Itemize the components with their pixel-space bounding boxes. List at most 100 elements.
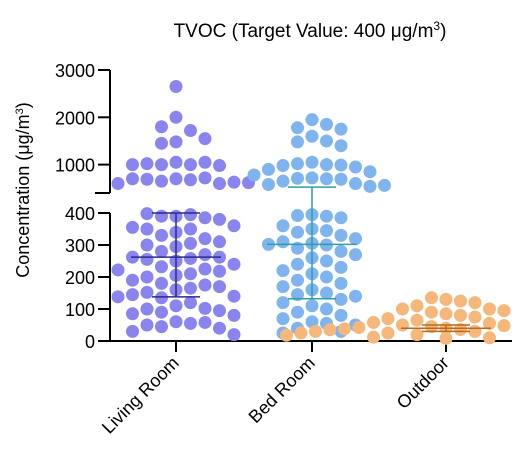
data-point-living-room <box>198 301 212 315</box>
data-point-living-room <box>184 296 197 310</box>
data-point-bed-room <box>349 160 362 174</box>
y-tick-label: 200 <box>65 268 95 288</box>
data-point-living-room <box>155 120 168 134</box>
y-tick-label: 100 <box>65 300 95 320</box>
y-tick-label: 300 <box>65 236 95 256</box>
data-point-outdoor <box>468 324 482 338</box>
data-point-bed-room <box>349 177 362 191</box>
data-point-living-room <box>198 211 212 225</box>
data-point-bed-room <box>334 244 348 258</box>
data-point-bed-room <box>320 158 333 172</box>
data-point-living-room <box>213 177 226 191</box>
y-axis-label-text: Concentration (μg/m <box>13 114 33 277</box>
data-point-living-room <box>155 320 168 334</box>
data-point-bed-room <box>276 174 290 188</box>
data-point-outdoor <box>410 328 424 342</box>
data-point-living-room <box>155 276 168 290</box>
data-point-living-room <box>227 328 241 342</box>
data-point-living-room <box>155 174 168 188</box>
y-tick-label: 3000 <box>55 61 95 81</box>
data-point-outdoor <box>367 315 380 329</box>
x-tick-label: Living Room <box>98 353 183 438</box>
data-point-living-room <box>227 308 241 322</box>
y-axis-label-superscript: 3 <box>14 108 26 114</box>
data-point-outdoor <box>454 294 467 308</box>
data-point-living-room <box>140 157 154 171</box>
data-point-bed-room <box>320 270 333 284</box>
x-tick-label: Bed Room <box>245 353 319 427</box>
data-point-living-room <box>140 238 154 252</box>
data-point-bed-room <box>276 219 290 233</box>
data-point-living-room <box>184 316 197 330</box>
data-point-outdoor <box>483 331 496 345</box>
data-point-living-room <box>169 155 183 169</box>
data-point-bed-room <box>291 121 304 135</box>
data-point-bed-room <box>320 224 333 238</box>
data-point-outdoor <box>367 330 380 344</box>
data-point-outdoor <box>338 322 351 336</box>
data-point-living-room <box>213 321 226 335</box>
data-point-outdoor <box>352 321 366 335</box>
data-point-living-room <box>155 158 168 172</box>
data-point-living-room <box>126 307 139 321</box>
data-point-living-room <box>140 318 154 332</box>
data-point-bed-room <box>276 296 290 310</box>
y-axis-ticks: 0 100 200 300 400 1000 2000 3000 <box>55 61 110 352</box>
data-point-living-room <box>198 155 212 169</box>
data-point-bed-room <box>363 179 377 193</box>
data-point-outdoor <box>410 299 424 313</box>
y-axis-label: Concentration (μg/m3) <box>13 102 33 278</box>
data-point-living-room <box>184 236 197 250</box>
data-point-bed-room <box>320 286 333 300</box>
data-point-living-room <box>169 172 183 186</box>
data-point-living-room <box>140 285 154 299</box>
data-point-living-room <box>184 173 197 187</box>
data-point-living-room <box>140 270 154 284</box>
data-point-living-room <box>126 288 139 302</box>
data-point-bed-room <box>291 288 304 302</box>
data-point-living-room <box>111 263 125 277</box>
data-point-living-room <box>140 302 154 316</box>
chart-title-text: TVOC (Target Value: 400 μg/m <box>174 21 434 42</box>
data-point-bed-room <box>334 260 348 274</box>
data-point-bed-room <box>276 159 290 173</box>
data-point-living-room <box>198 132 212 146</box>
y-tick-label: 2000 <box>55 108 95 128</box>
data-point-living-room <box>140 222 154 236</box>
data-point-bed-room <box>291 157 304 171</box>
summary-bars <box>131 186 491 333</box>
data-point-living-room <box>227 219 241 233</box>
data-point-bed-room <box>276 280 290 294</box>
data-point-bed-room <box>320 209 333 223</box>
data-point-living-room <box>140 172 154 186</box>
data-point-outdoor <box>323 323 337 337</box>
data-point-living-room <box>155 228 168 242</box>
data-point-living-room <box>198 171 212 185</box>
data-points <box>111 80 511 345</box>
data-point-bed-room <box>291 171 304 185</box>
data-point-living-room <box>169 315 183 329</box>
data-point-living-room <box>184 267 197 281</box>
data-point-living-room <box>126 220 139 234</box>
data-point-living-room <box>213 212 226 226</box>
data-point-living-room <box>126 158 139 172</box>
data-point-outdoor <box>454 322 467 336</box>
data-point-outdoor <box>410 313 424 327</box>
data-point-living-room <box>169 110 183 124</box>
data-point-living-room <box>227 175 241 189</box>
data-point-living-room <box>155 291 168 305</box>
data-point-bed-room <box>291 257 304 271</box>
y-tick-label: 400 <box>65 204 95 224</box>
data-point-outdoor <box>483 316 496 330</box>
data-point-bed-room <box>305 171 319 185</box>
x-axis-ticks: Living Room Bed Room Outdoor <box>98 341 453 438</box>
data-point-outdoor <box>439 307 453 321</box>
data-point-outdoor <box>425 305 438 319</box>
data-point-living-room <box>184 281 197 295</box>
x-tick-label: Outdoor <box>393 353 453 413</box>
data-point-bed-room <box>334 139 348 153</box>
data-point-living-room <box>227 289 241 303</box>
data-point-bed-room <box>349 232 362 246</box>
